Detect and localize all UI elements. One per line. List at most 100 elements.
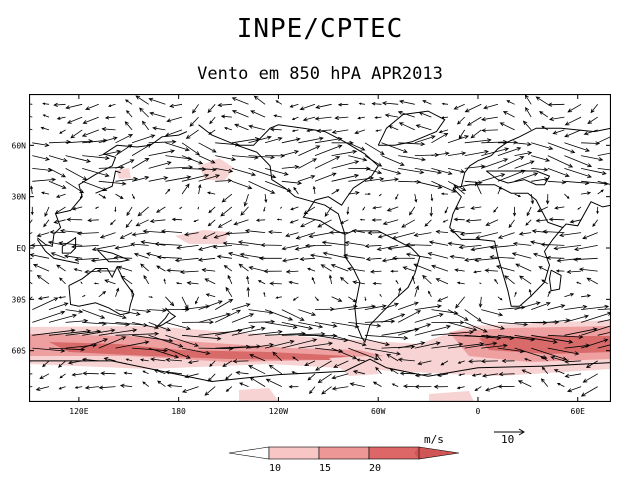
legend-segment (368, 446, 420, 460)
wind-vector (548, 116, 565, 122)
wind-vector (346, 206, 350, 216)
wind-vector (497, 147, 522, 156)
wind-vector (197, 206, 199, 210)
wind-vector (321, 240, 349, 246)
wind-vector (115, 340, 150, 349)
wind-vector (131, 157, 150, 169)
wind-vector (540, 378, 549, 387)
wind-vector (340, 219, 349, 224)
wind-vector (547, 347, 580, 356)
coastline (377, 110, 446, 146)
wind-vector (115, 287, 120, 297)
wind-vector (481, 322, 505, 330)
wind-vector (246, 286, 250, 297)
wind-vector (80, 281, 83, 285)
wind-vector (597, 134, 611, 144)
wind-vector (115, 134, 134, 144)
wind-vector (414, 285, 420, 297)
wind-vector (215, 325, 256, 336)
wind-vector (531, 155, 551, 162)
wind-vector (281, 245, 299, 251)
wind-vector (564, 314, 589, 323)
wind-vector (364, 304, 387, 310)
wind-vector (514, 142, 532, 147)
wind-vector (348, 176, 375, 182)
wind-vector (440, 360, 449, 366)
wind-vector (402, 266, 415, 272)
wind-vector (414, 180, 443, 189)
wind-vector (263, 269, 282, 274)
legend-tick-label: 15 (319, 463, 331, 474)
wind-vector (169, 103, 183, 108)
wind-vector (189, 116, 199, 127)
wind-vector (181, 347, 211, 355)
wind-vector (184, 373, 199, 379)
wind-vector (422, 274, 432, 285)
wind-vector (198, 174, 221, 182)
wind-vector (398, 155, 427, 162)
wind-vector (291, 116, 299, 120)
wind-vector (397, 357, 415, 362)
wind-vector (479, 282, 482, 285)
wind-vector (104, 115, 116, 120)
wind-vector (79, 193, 83, 200)
wind-vector (531, 302, 551, 310)
wind-vector (54, 206, 66, 215)
wind-vector (480, 116, 498, 122)
wind-vector (221, 193, 233, 203)
wind-vector (81, 357, 99, 362)
wind-vector (231, 97, 249, 105)
wind-vector (457, 360, 465, 364)
wind-vector (431, 132, 449, 144)
wind-vector (291, 371, 299, 375)
wind-vector (481, 147, 510, 156)
wind-vector (398, 141, 426, 147)
wind-vector (564, 142, 590, 152)
wind-vector (379, 293, 382, 298)
wind-vector (384, 113, 399, 118)
wind-vector (132, 309, 152, 314)
wind-vector (212, 244, 232, 249)
wind-vector (98, 136, 118, 144)
wind-vector (531, 334, 574, 344)
wind-vector (132, 334, 174, 343)
wind-vector (201, 268, 216, 273)
wind-vector (58, 241, 83, 246)
wind-vector (536, 206, 548, 213)
wind-vector (474, 386, 482, 391)
wind-vector (364, 168, 383, 175)
wind-vector (556, 257, 582, 263)
wind-vector (382, 219, 399, 226)
wind-vector (148, 334, 184, 348)
wind-vector (303, 206, 316, 215)
wind-vector (398, 341, 426, 349)
wind-vector (207, 104, 216, 114)
wind-vector (148, 347, 180, 359)
wind-vector (458, 245, 482, 250)
wind-vector (98, 291, 107, 298)
wind-vector (395, 279, 399, 285)
wind-vector (348, 191, 360, 195)
wind-vector (148, 149, 176, 156)
wind-vector (442, 219, 449, 223)
wind-vector (198, 142, 217, 153)
wind-vector (459, 231, 482, 237)
wind-vector (152, 126, 166, 131)
wind-vector (547, 142, 576, 154)
wind-vector (124, 121, 133, 131)
wind-vector (528, 288, 532, 297)
coastline (96, 249, 131, 263)
wind-vector (548, 217, 565, 222)
wind-vector (32, 328, 76, 336)
wind-vector (484, 268, 498, 273)
wind-vector (478, 296, 483, 308)
wind-vector (324, 206, 332, 217)
wind-vector (264, 194, 268, 204)
wind-vector (554, 206, 565, 210)
wind-vector (309, 253, 332, 259)
wind-vector (415, 124, 432, 131)
wind-vector (208, 206, 216, 214)
wind-vector (564, 304, 588, 310)
legend-segment (414, 447, 419, 459)
wind-vector (374, 116, 382, 119)
